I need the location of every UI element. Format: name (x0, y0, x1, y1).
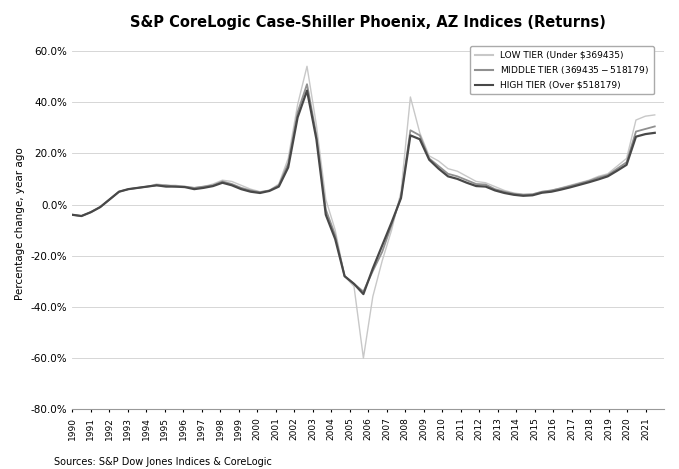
HIGH TIER (Over $518179) (650, 130, 659, 136)
HIGH TIER (Over $518179) (227, 182, 236, 188)
Line: HIGH TIER (Over $518179): HIGH TIER (Over $518179) (72, 91, 655, 294)
MIDDLE TIER ($369435 - $518179) (491, 186, 499, 192)
MIDDLE TIER ($369435 - $518179) (650, 124, 659, 129)
MIDDLE TIER ($369435 - $518179) (246, 188, 255, 193)
LOW TIER (Under $369435) (491, 184, 499, 189)
MIDDLE TIER ($369435 - $518179) (227, 181, 236, 187)
MIDDLE TIER ($369435 - $518179) (641, 126, 649, 132)
LOW TIER (Under $369435) (641, 113, 649, 119)
LOW TIER (Under $369435) (303, 63, 311, 69)
LOW TIER (Under $369435) (68, 212, 76, 218)
LOW TIER (Under $369435) (378, 258, 386, 264)
Y-axis label: Percentage change, year ago: Percentage change, year ago (15, 147, 25, 300)
HIGH TIER (Over $518179) (350, 281, 358, 287)
LOW TIER (Under $369435) (350, 284, 358, 289)
HIGH TIER (Over $518179) (378, 242, 386, 248)
HIGH TIER (Over $518179) (246, 189, 255, 195)
HIGH TIER (Over $518179) (68, 212, 76, 218)
Line: MIDDLE TIER ($369435 - $518179): MIDDLE TIER ($369435 - $518179) (72, 84, 655, 292)
Title: S&P CoreLogic Case-Shiller Phoenix, AZ Indices (Returns): S&P CoreLogic Case-Shiller Phoenix, AZ I… (130, 15, 606, 30)
Legend: LOW TIER (Under $369435), MIDDLE TIER ($369435 - $518179), HIGH TIER (Over $5181: LOW TIER (Under $369435), MIDDLE TIER ($… (471, 46, 654, 94)
MIDDLE TIER ($369435 - $518179) (68, 212, 76, 218)
MIDDLE TIER ($369435 - $518179) (350, 281, 358, 287)
MIDDLE TIER ($369435 - $518179) (378, 249, 386, 255)
MIDDLE TIER ($369435 - $518179) (359, 289, 367, 295)
MIDDLE TIER ($369435 - $518179) (303, 82, 311, 87)
HIGH TIER (Over $518179) (641, 131, 649, 137)
HIGH TIER (Over $518179) (303, 88, 311, 93)
LOW TIER (Under $369435) (650, 112, 659, 118)
Line: LOW TIER (Under $369435): LOW TIER (Under $369435) (72, 66, 655, 358)
HIGH TIER (Over $518179) (491, 188, 499, 193)
Text: Sources: S&P Dow Jones Indices & CoreLogic: Sources: S&P Dow Jones Indices & CoreLog… (54, 457, 272, 467)
LOW TIER (Under $369435) (359, 356, 367, 361)
LOW TIER (Under $369435) (246, 186, 255, 192)
HIGH TIER (Over $518179) (359, 291, 367, 297)
LOW TIER (Under $369435) (227, 179, 236, 184)
